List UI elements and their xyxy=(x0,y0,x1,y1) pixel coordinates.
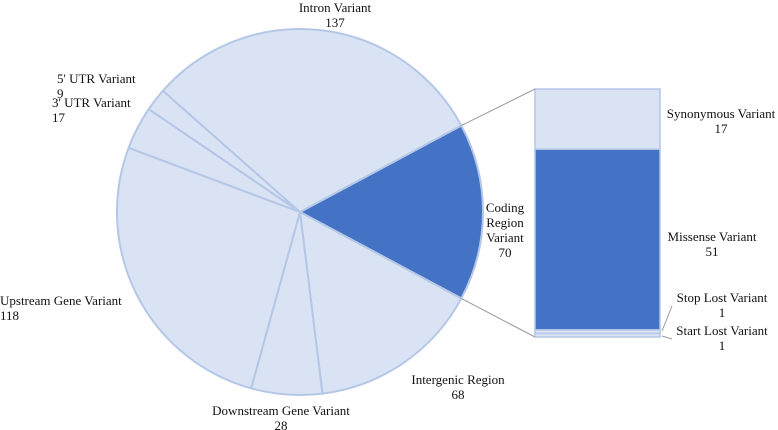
label-text: 70 xyxy=(498,245,512,260)
label-text: 9 xyxy=(57,86,64,101)
label-text: Synonymous Variant xyxy=(666,106,776,121)
label-text: 1 xyxy=(718,338,726,353)
connector-line xyxy=(461,297,536,338)
data-label: Start Lost Variant 1 xyxy=(676,323,767,353)
data-label: Intergenic Region 68 xyxy=(411,372,504,402)
data-label: Intron Variant 137 xyxy=(299,0,371,30)
pie-slice xyxy=(298,210,463,395)
leader-line xyxy=(661,305,673,332)
bar-segment xyxy=(534,332,661,338)
pie-slice xyxy=(116,146,302,390)
label-text: Start Lost Variant xyxy=(676,323,768,338)
data-label: Coding Region Variant 70 xyxy=(475,200,535,260)
label-text: 51 xyxy=(705,244,719,259)
label-text: 137 xyxy=(325,15,345,30)
label-text: 118 xyxy=(0,308,20,323)
data-label: 3' UTR Variant 17 xyxy=(52,95,131,125)
label-text: Upstream Gene Variant xyxy=(0,293,122,308)
data-label: Synonymous Variant 17 xyxy=(667,106,775,136)
label-text: 68 xyxy=(451,387,465,402)
data-label: 5' UTR Variant 9 xyxy=(57,71,136,101)
label-text: Intron Variant xyxy=(298,0,372,15)
pie-slice xyxy=(297,124,484,300)
bar-segment xyxy=(534,148,661,331)
connector-line xyxy=(461,88,536,127)
label-text: Stop Lost Variant xyxy=(676,290,768,305)
data-label: Upstream Gene Variant 118 xyxy=(0,293,122,323)
label-text: 28 xyxy=(274,418,288,430)
data-label: Downstream Gene Variant 28 xyxy=(212,403,350,430)
label-text: Downstream Gene Variant xyxy=(212,403,350,418)
label-text: 5' UTR Variant xyxy=(57,71,136,86)
data-label: Stop Lost Variant 1 xyxy=(677,290,768,320)
data-label: Missense Variant 51 xyxy=(668,229,757,259)
label-text: 17 xyxy=(714,121,728,136)
label-text: 3' UTR Variant xyxy=(52,95,131,110)
leader-line xyxy=(661,335,673,340)
label-text: Missense Variant xyxy=(667,229,757,244)
label-text: 1 xyxy=(718,305,726,320)
label-text: Coding Region Variant xyxy=(485,200,525,245)
label-text: Intergenic Region xyxy=(411,372,505,387)
label-text: 17 xyxy=(52,110,65,125)
pie-slice xyxy=(161,28,463,214)
bar-segment xyxy=(534,88,661,150)
